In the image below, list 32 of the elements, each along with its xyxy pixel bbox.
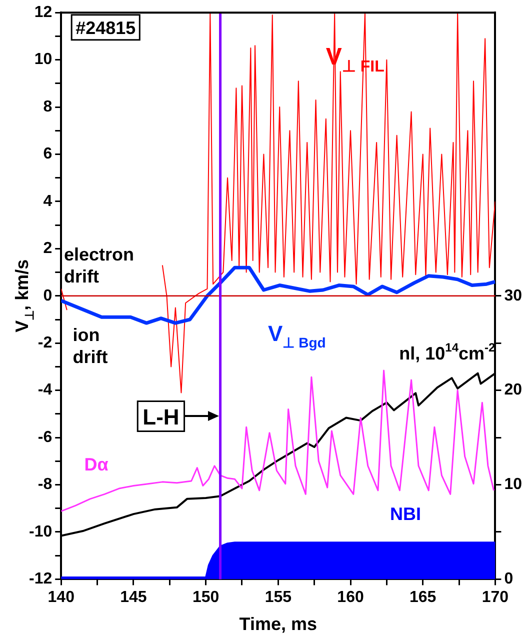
y-tick-label: 10 <box>34 51 52 68</box>
x-axis-title: Time, ms <box>239 614 318 634</box>
annotation: electron drift <box>64 244 134 286</box>
y-tick-label: 12 <box>34 4 52 22</box>
y-tick-label: -6 <box>38 428 52 446</box>
y-tick-label: 8 <box>43 98 52 116</box>
series-label: NBI <box>390 504 421 524</box>
x-tick-label: 155 <box>264 589 292 606</box>
y2-tick-label: 0 <box>504 570 514 588</box>
y-tick-label: -8 <box>38 476 52 494</box>
y-tick-label: -12 <box>29 570 52 588</box>
y-tick-label: 6 <box>43 146 52 163</box>
x-tick-label: 165 <box>410 589 436 606</box>
y-tick-label: -2 <box>38 334 52 352</box>
y-axis-title: V⊥, km/s <box>12 259 36 332</box>
x-tick-label: 150 <box>192 589 220 606</box>
y-tick-label: 4 <box>43 192 52 210</box>
y-tick-label: 0 <box>43 287 52 304</box>
y2-tick-label: 30 <box>504 287 522 304</box>
annotation: #24815 <box>76 18 136 38</box>
y-tick-label: -10 <box>29 523 52 540</box>
y-tick-label: 2 <box>43 240 52 258</box>
y2-tick-label: 10 <box>504 476 522 494</box>
x-tick-label: 170 <box>482 589 509 606</box>
annotation: ion drift <box>72 324 108 367</box>
series-label: Dα <box>84 454 108 475</box>
y-tick-label: -4 <box>38 382 52 399</box>
x-tick-label: 145 <box>120 589 147 606</box>
x-tick-label: 160 <box>337 589 364 606</box>
x-tick-label: 140 <box>48 589 75 606</box>
y2-tick-label: 20 <box>504 382 522 399</box>
ref-line-label: L-H <box>142 404 180 430</box>
